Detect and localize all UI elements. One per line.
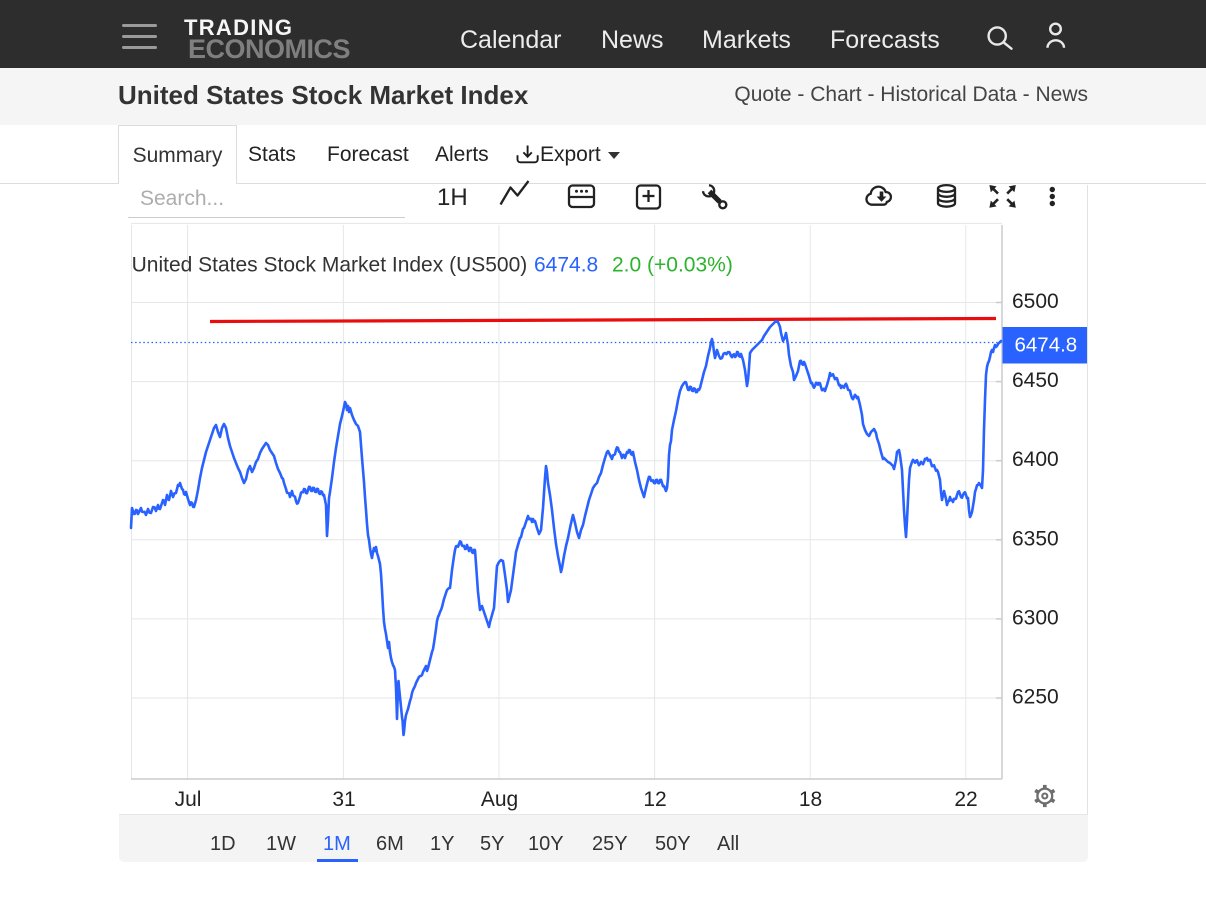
svg-text:6500: 6500 <box>1012 290 1059 313</box>
svg-text:Jul: Jul <box>175 788 202 811</box>
svg-text:6474.8: 6474.8 <box>534 254 598 277</box>
svg-text:6350: 6350 <box>1012 527 1059 550</box>
svg-text:18: 18 <box>799 788 822 811</box>
svg-text:12: 12 <box>643 788 666 811</box>
svg-text:United States Stock Market Ind: United States Stock Market Index (US500) <box>132 254 528 277</box>
svg-text:Aug: Aug <box>481 788 518 811</box>
svg-text:6400: 6400 <box>1012 448 1059 471</box>
svg-text:6250: 6250 <box>1012 686 1059 709</box>
svg-text:2.0 (+0.03%): 2.0 (+0.03%) <box>612 254 733 277</box>
svg-text:22: 22 <box>954 788 977 811</box>
svg-text:31: 31 <box>332 788 355 811</box>
svg-text:6474.8: 6474.8 <box>1015 334 1078 357</box>
svg-text:6300: 6300 <box>1012 606 1059 629</box>
svg-text:6450: 6450 <box>1012 369 1059 392</box>
